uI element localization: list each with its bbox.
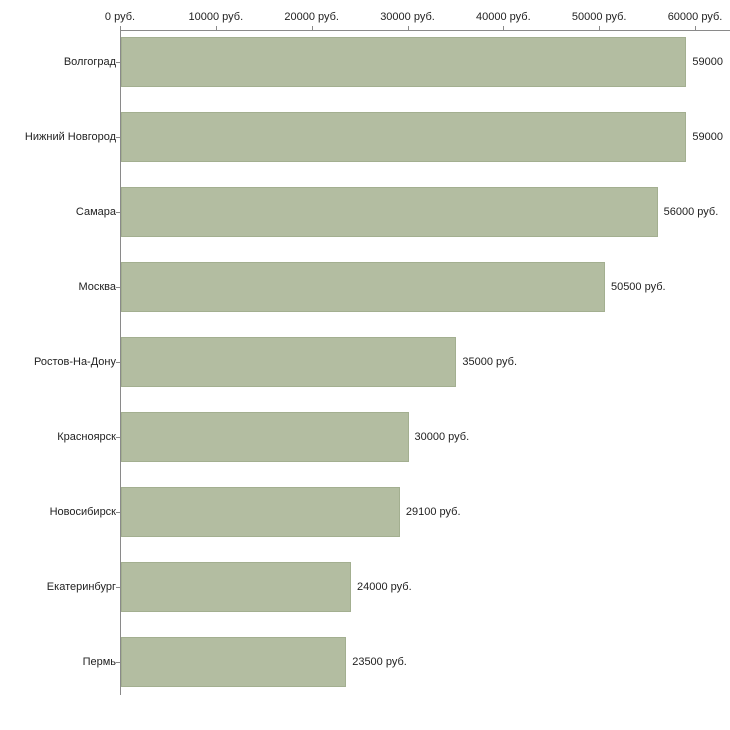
bar-Красноярск: [121, 412, 409, 462]
value-label: 59000: [692, 131, 723, 143]
category-tick-mark: [116, 212, 120, 213]
x-tick-mark: [695, 26, 696, 30]
category-tick-mark: [116, 437, 120, 438]
x-tick-label: 0 руб.: [104, 11, 136, 23]
x-tick-label: 40000 руб.: [476, 11, 531, 23]
x-tick-label: 10000 руб.: [188, 11, 244, 23]
bar-Екатеринбург: [121, 562, 351, 612]
bar-Самара: [121, 187, 658, 237]
category-label: Новосибирск: [49, 506, 116, 518]
value-label: 30000 руб.: [414, 431, 470, 443]
value-label: 50500 руб.: [610, 281, 666, 293]
value-label: 56000 руб.: [663, 206, 719, 218]
category-label: Самара: [75, 206, 116, 218]
bar-Москва: [121, 262, 605, 312]
value-label: 29100 руб.: [405, 506, 461, 518]
category-label: Красноярск: [57, 431, 116, 443]
category-label: Нижний Новгород: [24, 131, 116, 143]
category-tick-mark: [116, 362, 120, 363]
x-tick-mark: [407, 26, 409, 30]
category-tick-mark: [116, 662, 120, 663]
value-label: 59000: [692, 56, 723, 68]
category-label: Волгоград: [63, 56, 116, 68]
bar-Нижний Новгород: [121, 112, 687, 162]
bar-Ростов-На-Дону: [121, 337, 457, 387]
category-tick-mark: [116, 512, 120, 513]
category-label: Пермь: [82, 656, 116, 668]
x-tick-label: 50000 руб.: [571, 11, 627, 23]
value-label: 23500 руб.: [352, 656, 407, 668]
value-label: 24000 руб.: [357, 581, 412, 593]
x-axis-line: [120, 30, 730, 31]
bar-Волгоград: [121, 37, 687, 87]
value-label: 35000 руб.: [462, 356, 518, 368]
category-tick-mark: [116, 587, 120, 588]
x-tick-mark: [311, 26, 313, 30]
x-tick-mark: [599, 26, 601, 30]
bar-Пермь: [121, 637, 347, 687]
x-tick-label: 30000 руб.: [380, 11, 435, 23]
category-tick-mark: [116, 287, 120, 288]
category-tick-mark: [116, 137, 120, 138]
x-tick-label: 60000 руб.: [667, 11, 723, 23]
x-tick-label: 20000 руб.: [284, 11, 339, 23]
category-tick-mark: [116, 62, 120, 63]
bar-Новосибирск: [121, 487, 400, 537]
category-label: Екатеринбург: [46, 581, 116, 593]
category-label: Ростов-На-Дону: [33, 356, 116, 368]
x-tick-mark: [503, 26, 505, 30]
category-label: Москва: [78, 281, 116, 293]
y-axis-line: [120, 30, 121, 695]
x-tick-mark: [120, 26, 121, 30]
x-tick-mark: [215, 26, 217, 30]
